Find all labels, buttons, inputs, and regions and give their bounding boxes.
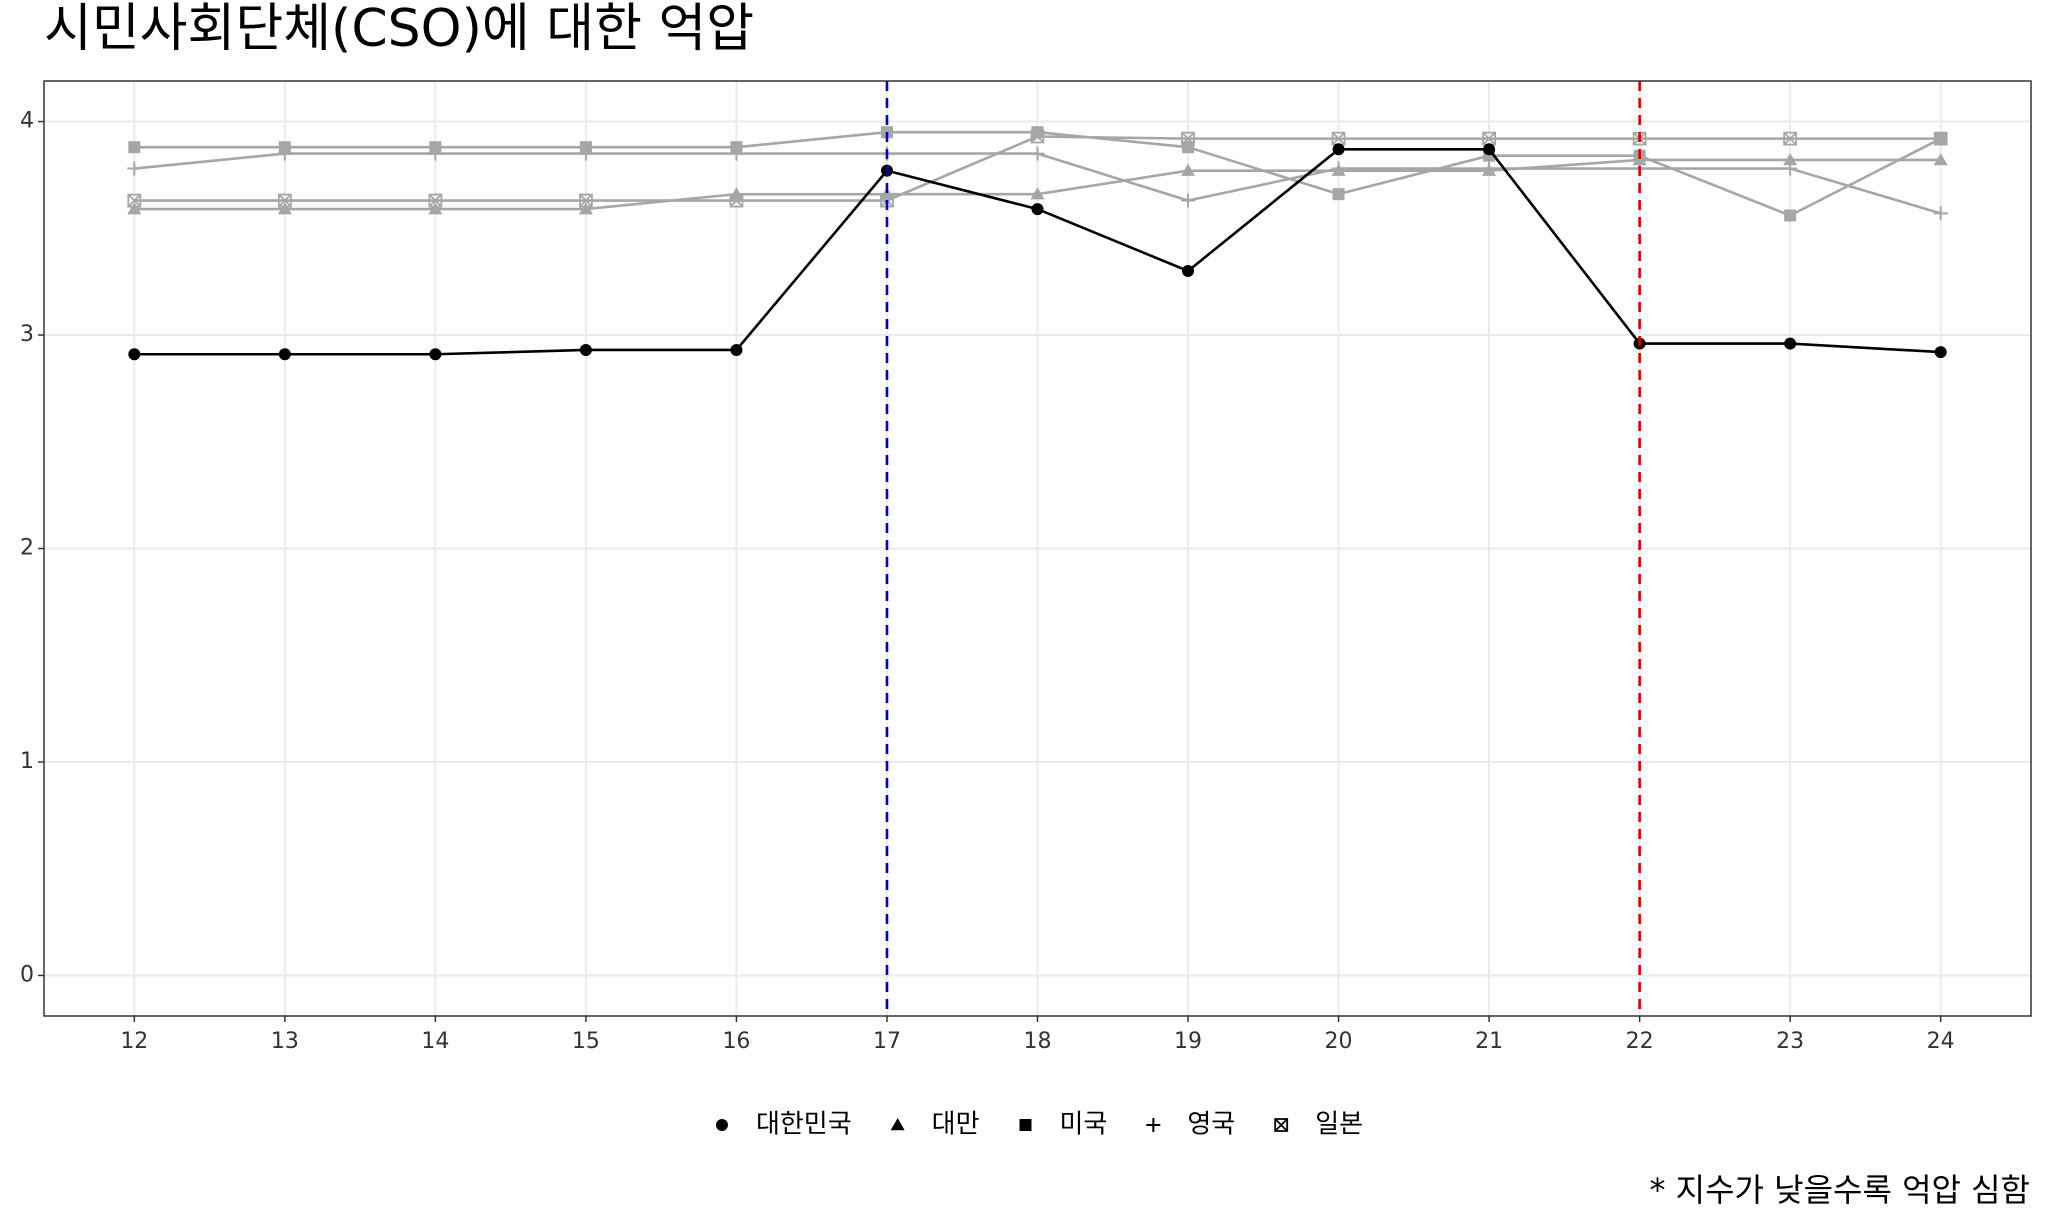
x-tick-label: 19	[1174, 1029, 1202, 1054]
plot-border	[43, 80, 2032, 1017]
point	[1332, 188, 1345, 201]
point	[730, 343, 743, 356]
point	[127, 161, 142, 176]
point	[1483, 143, 1496, 156]
point	[1784, 209, 1797, 222]
point	[1331, 163, 1346, 176]
point	[127, 202, 142, 215]
point	[578, 202, 593, 215]
legend-symbol	[715, 1119, 728, 1131]
x-tick-label: 23	[1776, 1029, 1804, 1054]
point	[879, 187, 894, 200]
legend: 대한민국 대만 미국 영국 일본	[715, 1110, 1363, 1140]
point	[729, 187, 744, 200]
point	[1933, 206, 1948, 221]
legend-symbol	[890, 1118, 905, 1131]
point	[1632, 152, 1647, 166]
point	[579, 343, 592, 356]
legend-label: 대만	[932, 1110, 980, 1140]
point	[128, 141, 141, 154]
point	[1933, 152, 1948, 166]
chart-title: 시민사회단체(CSO)에 대한 억압	[44, 0, 754, 59]
x-tick-label: 21	[1475, 1029, 1503, 1054]
point	[1784, 337, 1797, 350]
point	[278, 348, 291, 361]
point	[1031, 203, 1044, 216]
point	[1783, 131, 1798, 146]
x-tick-label: 24	[1927, 1029, 1955, 1054]
x-tick-label: 15	[572, 1029, 600, 1054]
y-tick-label: 2	[20, 536, 34, 561]
x-tick-label: 12	[120, 1029, 148, 1054]
x-tick-label: 16	[722, 1029, 750, 1054]
legend-symbol	[1274, 1118, 1289, 1132]
legend-label: 일본	[1315, 1110, 1363, 1140]
x-tick-label: 14	[421, 1029, 449, 1054]
point	[1182, 141, 1195, 154]
point	[1331, 131, 1346, 146]
point	[429, 348, 442, 361]
x-tick-label: 20	[1325, 1029, 1353, 1054]
legend-label: 미국	[1060, 1110, 1108, 1140]
point	[429, 141, 442, 154]
point	[278, 141, 291, 154]
point	[277, 202, 292, 215]
point	[1332, 143, 1345, 156]
y-tick-label: 1	[20, 749, 34, 774]
point	[127, 193, 142, 208]
legend-label: 대한민국	[756, 1110, 852, 1140]
point	[1934, 346, 1947, 359]
point	[1482, 131, 1496, 146]
point	[730, 141, 743, 154]
point	[1934, 132, 1947, 145]
x-tick-label: 22	[1626, 1029, 1654, 1054]
point	[1030, 187, 1045, 200]
point	[428, 193, 443, 208]
point	[128, 348, 141, 361]
y-tick-label: 3	[20, 322, 34, 347]
x-tick-label: 13	[271, 1029, 299, 1054]
legend-symbol	[1146, 1118, 1161, 1132]
point	[1181, 163, 1196, 176]
y-tick-label: 0	[20, 962, 34, 987]
point	[1181, 193, 1196, 208]
legend-label: 영국	[1187, 1110, 1235, 1140]
caption: * 지수가 낮을수록 억압 심함	[1649, 1171, 2030, 1209]
point	[277, 193, 292, 208]
point	[1182, 264, 1195, 277]
x-tick-label: 17	[873, 1029, 901, 1054]
point	[1030, 146, 1045, 161]
point	[1031, 126, 1044, 139]
point	[579, 141, 592, 154]
point	[1482, 163, 1497, 176]
legend-symbol	[1019, 1119, 1032, 1131]
y-tick-label: 4	[20, 109, 34, 134]
x-tick-label: 18	[1024, 1029, 1052, 1054]
point	[1783, 152, 1798, 166]
point	[428, 202, 443, 215]
point	[579, 193, 593, 208]
